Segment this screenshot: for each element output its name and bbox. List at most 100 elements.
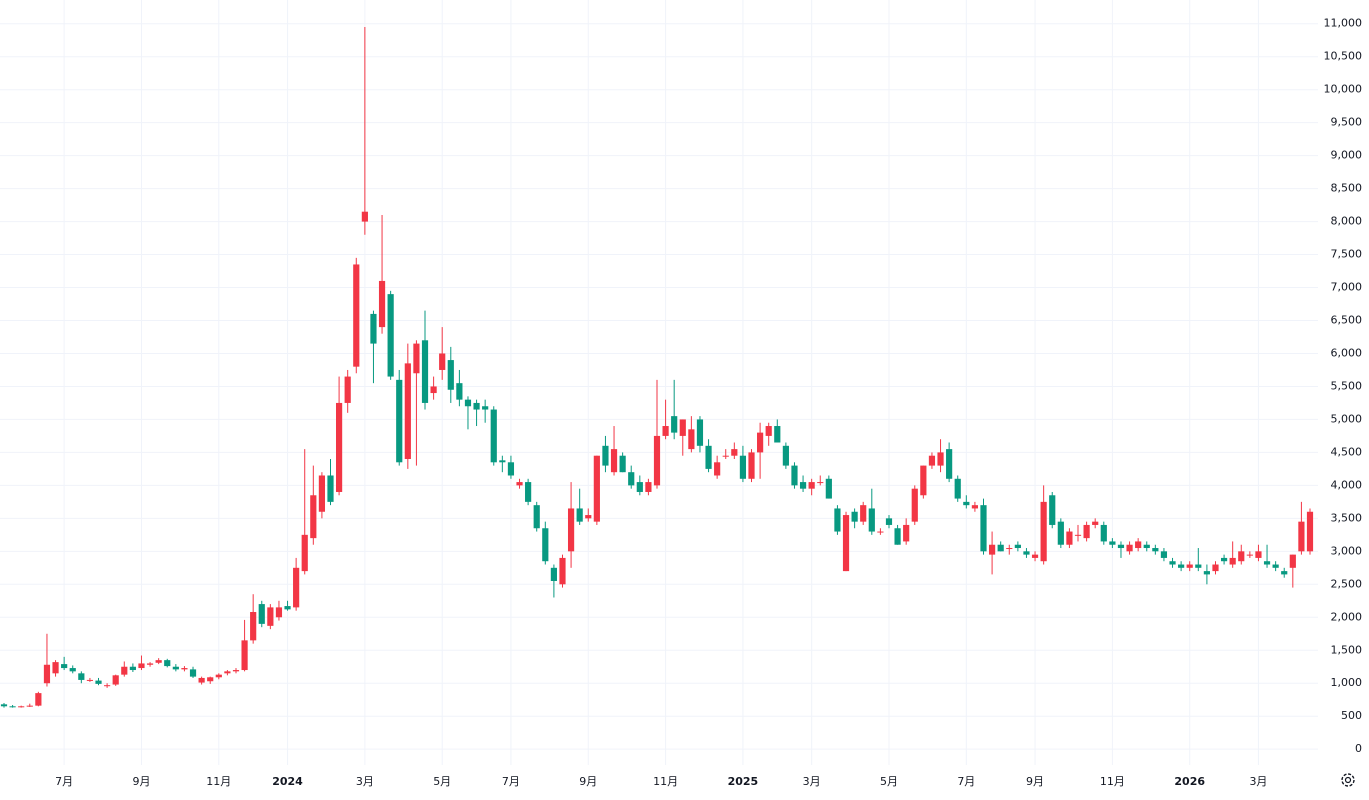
candle-body	[817, 482, 824, 484]
candle-body	[301, 534, 308, 572]
candle-body	[610, 449, 618, 473]
candle-body	[482, 406, 489, 410]
candle-body	[525, 482, 532, 502]
gear-center	[1344, 776, 1352, 784]
candle-body	[1100, 524, 1107, 542]
candle-body	[894, 528, 901, 545]
candle-body	[26, 705, 33, 707]
candle-body	[1263, 561, 1271, 565]
candle-body	[387, 294, 394, 377]
y-tick-label: 2,000	[1331, 610, 1363, 623]
candle-body	[988, 544, 996, 555]
candle-body	[9, 706, 16, 708]
candle-body	[1272, 564, 1279, 568]
candle-body	[138, 663, 145, 669]
candle-body	[353, 264, 360, 367]
candle-body	[1083, 524, 1090, 539]
settings-icon[interactable]	[1341, 773, 1355, 787]
candle-body	[1195, 564, 1202, 568]
candle-body	[86, 679, 94, 681]
candle-body	[782, 445, 789, 466]
candle-body	[679, 419, 686, 436]
candle-body	[980, 505, 987, 552]
candle-body	[1126, 544, 1133, 552]
candle-body	[1289, 554, 1296, 568]
candle-body	[215, 674, 222, 678]
x-tick-label: 3月	[1249, 775, 1267, 788]
x-tick-label: 5月	[433, 775, 451, 788]
layer	[0, 0, 1318, 765]
candle-body	[456, 383, 463, 400]
layer: 0 500 1,000 1,500 2,000 2,500 3,000 3,500 4,000 4…	[0, 17, 1363, 788]
candle-body	[189, 669, 197, 677]
y-tick-label: 7,500	[1331, 248, 1363, 261]
candle-body	[258, 604, 265, 624]
y-tick-label: 9,500	[1331, 116, 1363, 129]
candle-body	[318, 475, 326, 512]
candle-body	[688, 429, 695, 450]
candle-body	[671, 416, 678, 433]
candle-body	[0, 704, 8, 707]
candle-body	[911, 488, 918, 522]
candle-body	[250, 612, 257, 641]
y-tick-label: 0	[1355, 742, 1362, 755]
candle-body	[516, 482, 523, 486]
x-tick-label: 5月	[880, 775, 898, 788]
candle-body	[198, 677, 205, 683]
x-tick-label: 2024	[272, 775, 303, 788]
x-tick-label: 11月	[653, 775, 678, 788]
y-tick-label: 11,000	[1324, 17, 1363, 30]
candle-body	[542, 528, 549, 562]
candle-body	[69, 668, 76, 672]
candle-body	[146, 663, 154, 665]
candle-body	[877, 531, 884, 533]
y-tick-label: 8,000	[1331, 215, 1363, 228]
candle-body	[1049, 495, 1056, 525]
candle-body	[232, 670, 240, 672]
candle-body	[1220, 557, 1228, 562]
y-tick-label: 6,500	[1331, 314, 1363, 327]
candle-body	[370, 313, 377, 344]
candle-body	[868, 508, 875, 532]
candle-body	[834, 508, 841, 532]
candle-body	[224, 671, 231, 674]
candle-body	[207, 677, 214, 682]
candle-body	[533, 505, 540, 529]
candle-body	[1006, 548, 1013, 550]
candle-body	[593, 455, 600, 522]
candle-body	[104, 685, 111, 687]
candle-body	[714, 462, 721, 476]
x-tick-label: 2026	[1174, 775, 1205, 788]
candle-body	[799, 482, 807, 489]
candle-body	[1238, 551, 1245, 562]
candle-body	[585, 515, 592, 519]
candle-body	[628, 472, 635, 486]
candle-body	[129, 666, 136, 671]
candle-body	[1169, 561, 1176, 565]
candle-body	[1203, 571, 1210, 575]
x-tick-label: 2025	[728, 775, 759, 788]
candle-body	[275, 607, 283, 618]
candle-body	[335, 402, 343, 492]
x-tick-label: 3月	[803, 775, 821, 788]
candle-body	[653, 435, 661, 486]
candle-body	[636, 482, 643, 492]
candle-body	[1246, 554, 1253, 556]
candle-body	[576, 508, 583, 522]
candle-body	[928, 455, 936, 466]
candle-body	[78, 673, 85, 680]
candle-body	[447, 360, 454, 390]
candle-body	[361, 211, 368, 222]
candle-body	[954, 478, 961, 499]
candle-body	[825, 478, 832, 499]
candle-body	[1143, 544, 1150, 549]
candle-body	[851, 511, 858, 522]
x-tick-label: 7月	[502, 775, 520, 788]
candle-body	[1066, 531, 1073, 545]
candle-body	[1281, 571, 1288, 575]
candle-body	[619, 455, 626, 473]
candle-body	[464, 399, 472, 407]
candle-body	[1255, 551, 1262, 558]
candle-body	[310, 495, 317, 539]
